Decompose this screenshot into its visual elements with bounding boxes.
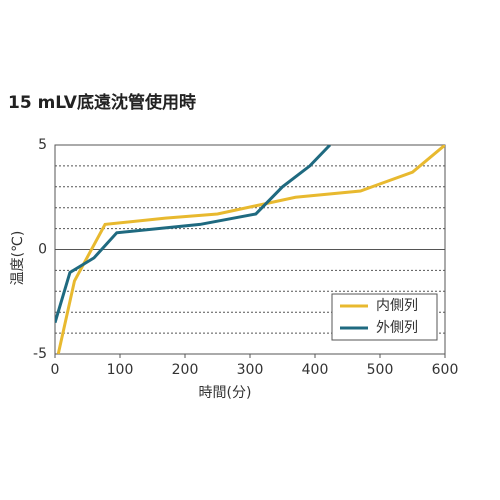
- y-tick-label: 0: [38, 242, 47, 258]
- x-tick-label: 500: [367, 362, 394, 378]
- y-tick-label: 5: [38, 137, 47, 153]
- y-tick-label: -5: [33, 346, 47, 362]
- chart-title: 15 mLV底遠沈管使用時: [8, 92, 196, 113]
- legend-box: [331, 293, 438, 341]
- legend-label: 外側列: [376, 320, 418, 336]
- series-line: [55, 145, 332, 324]
- y-axis-label: 温度(℃): [10, 231, 26, 286]
- series-line: [56, 145, 445, 354]
- x-tick-label: 300: [237, 362, 264, 378]
- legend-label: 内側列: [376, 298, 418, 314]
- x-tick-label: 0: [51, 362, 60, 378]
- x-tick-label: 200: [172, 362, 199, 378]
- x-axis-label: 時間(分): [199, 385, 252, 401]
- x-tick-label: 600: [432, 362, 459, 378]
- x-tick-label: 100: [107, 362, 134, 378]
- plot-frame: [54, 144, 446, 355]
- x-tick-label: 400: [302, 362, 329, 378]
